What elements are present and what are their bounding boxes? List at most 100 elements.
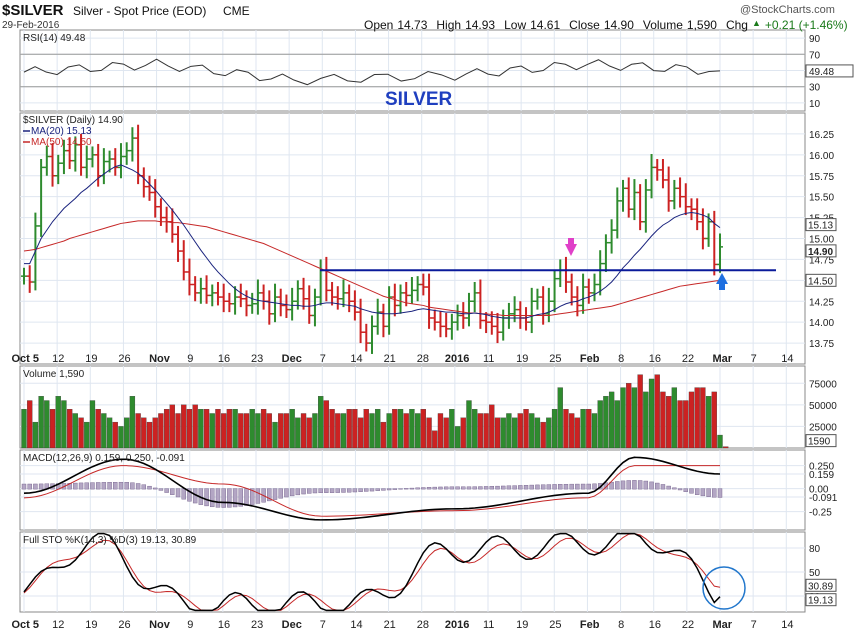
macd-histogram-bar [187,488,192,502]
macd-histogram-bar [404,488,409,490]
macd-histogram-bar [483,486,489,490]
pink-down-arrow-stem [568,238,574,245]
ma50-line [23,220,721,316]
close-value: 14.90 [603,18,634,32]
volume-bar [597,400,603,449]
volume-bar [580,409,586,449]
macd-histogram-bar [426,487,432,490]
tick-label-sto: 80 [809,544,821,555]
volume-bar [152,417,158,449]
volume-bar [489,404,495,449]
macd-histogram-bar [90,482,95,490]
volume-bar [466,400,472,449]
macd-histogram-bar [677,488,683,491]
volume-bar [84,421,90,449]
volume-bar [705,396,712,449]
tick-label-macd: -0.091 [809,493,838,504]
x-axis-label-bottom: 8 [618,619,624,631]
x-axis-label: 11 [483,353,494,365]
volume-bar [78,417,84,449]
macd-histogram-bar [369,488,375,492]
macd-histogram-bar [626,480,631,490]
volume-bar [163,409,170,449]
macd-histogram-bar [21,483,27,490]
x-axis-label-bottom: 16 [649,619,661,631]
macd-histogram-bar [546,484,552,490]
macd-histogram-bar [318,488,323,494]
ma20-legend: MA(20) 15.13 [31,126,92,137]
tick-label-price: 16.25 [809,130,834,141]
x-axis-label-bottom: Dec [282,619,302,631]
volume-bar [260,409,267,449]
open-label: Open [364,18,394,32]
volume-bar [546,417,552,449]
volume-bar [95,409,101,449]
tick-label-rsi: 90 [809,34,821,45]
volume-bar [89,400,96,449]
macd-histogram-bar [472,486,477,490]
macd-histogram-bar [284,488,289,498]
macd-histogram-bar [227,488,232,508]
high-value: 14.93 [465,18,496,32]
high-label: High [436,18,462,32]
x-axis-label: 7 [751,353,757,365]
volume-bar [386,413,392,449]
macd-histogram-bar [170,488,175,495]
macd-histogram-bar [181,488,186,500]
x-axis-label-bottom: Feb [580,619,600,631]
volume-bar [637,374,643,449]
tick-label-macd: 0.250 [809,462,834,473]
volume-bar [186,409,193,449]
macd-histogram-bar [147,485,152,490]
tick-label-rsi: 70 [809,50,821,61]
volume-legend: Volume 1,590 [23,369,85,380]
tick-label-volume: 75000 [809,379,837,390]
volume-bar [449,409,455,449]
x-axis-label-bottom: 14 [781,619,793,631]
tick-label-price: 14.25 [809,297,834,308]
volume-bar [569,413,575,449]
volume-bar [169,404,175,449]
volume-bar [300,413,307,449]
macd-histogram-bar [489,486,495,490]
macd-histogram-bar [341,488,346,493]
instrument-name: Silver - Spot Price (EOD) [73,4,207,18]
x-axis-label: 19 [516,353,528,365]
macd-histogram-bar [694,488,700,495]
volume-bar [694,387,700,449]
low-value: 14.61 [530,18,561,32]
volume-bar [483,413,489,449]
volume-bar [557,387,563,449]
macd-histogram-bar [78,482,84,490]
x-axis-label: 12 [52,353,64,365]
chg-label: Chg [725,18,748,32]
sto-legend: Full STO %K(14,3) %D(3) 19.13, 30.89 [23,535,197,546]
sto-last-label: 19.13 [808,596,833,607]
volume-bar [232,409,238,449]
x-axis-label: 7 [320,353,326,365]
x-axis-label: 28 [417,353,429,365]
tick-label-price: 16.00 [809,151,834,162]
x-axis-label-bottom: 21 [384,619,396,631]
volume-bar [44,400,50,449]
macd-histogram-bar [38,483,44,490]
macd-histogram-bar [324,488,329,493]
macd-histogram-bar [221,488,226,508]
macd-histogram-bar [438,486,443,490]
macd-histogram-bar [175,488,181,498]
macd-histogram-bar [512,485,517,490]
volume-bar [700,387,706,449]
macd-histogram-bar [495,485,500,490]
date-label: 29-Feb-2016 [2,20,60,31]
macd-histogram-bar [67,483,72,490]
volume-bar [620,387,626,449]
volume-bar [511,417,518,449]
volume-bar [643,391,649,449]
rsi-legend: RSI(14) 49.48 [23,33,86,44]
macd-histogram-bar [443,486,449,490]
x-axis-label: Mar [713,353,733,365]
price-last-label: 14.50 [808,276,833,287]
macd-histogram-bar [643,480,649,490]
volume-bar [363,409,369,449]
volume-bar [472,409,478,449]
